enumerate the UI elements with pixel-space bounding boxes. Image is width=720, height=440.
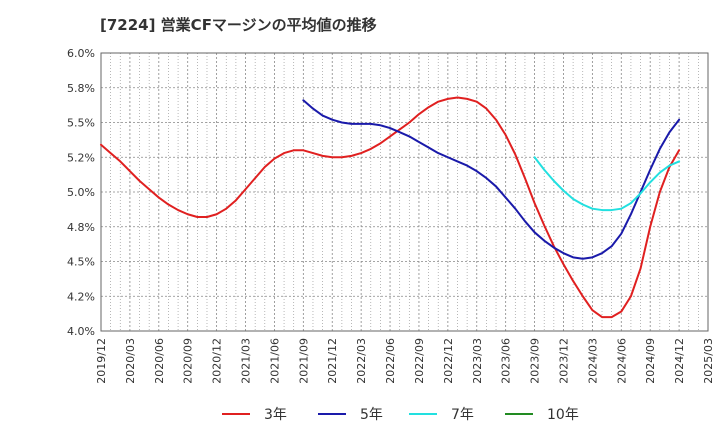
y-tick-label: 4.5% — [67, 256, 95, 269]
x-tick-label: 2023/09 — [529, 338, 542, 384]
x-tick-label: 2022/06 — [384, 338, 397, 384]
x-tick-label: 2019/12 — [95, 338, 108, 384]
plot-frame — [100, 52, 709, 332]
legend-label: 10年 — [547, 407, 579, 423]
y-tick-label: 6.0% — [67, 47, 95, 60]
x-tick-label: 2024/03 — [586, 338, 599, 384]
x-tick-label: 2020/12 — [211, 338, 224, 384]
x-tick-label: 2023/06 — [500, 338, 513, 384]
y-tick-label: 4.8% — [67, 221, 95, 234]
x-tick-label: 2020/06 — [153, 338, 166, 384]
x-tick-label: 2023/03 — [471, 338, 484, 384]
y-tick-label: 4.0% — [67, 325, 95, 338]
series-line-3年 — [100, 96, 681, 319]
x-tick-label: 2022/03 — [355, 338, 368, 384]
y-tick-label: 5.0% — [67, 186, 95, 199]
x-tick-label: 2020/03 — [124, 338, 137, 384]
plot-area — [101, 53, 708, 331]
x-tick-label: 2025/03 — [702, 338, 715, 384]
x-tick-label: 2023/12 — [557, 338, 570, 384]
legend: 3年 5年 7年 10年 — [222, 407, 579, 423]
y-tick-label: 5.2% — [67, 151, 95, 164]
legend-label: 7年 — [451, 407, 474, 423]
axis-layer: 2019/12 2020/03 2020/06 2020/09 2020/12 2021/… — [67, 47, 715, 384]
x-tick-label: 2021/12 — [326, 338, 339, 384]
chart-title: [7224] 営業CFマージンの平均値の推移 — [100, 16, 377, 34]
grid-layer — [100, 52, 709, 332]
x-tick-label: 2022/09 — [413, 338, 426, 384]
series-line-5年 — [302, 99, 681, 260]
y-tick-label: 5.5% — [67, 117, 95, 130]
legend-label: 5年 — [360, 407, 383, 423]
y-tick-label: 4.2% — [67, 290, 95, 303]
x-tick-label: 2020/09 — [182, 338, 195, 384]
x-tick-label: 2022/12 — [442, 338, 455, 384]
x-tick-label: 2024/12 — [673, 338, 686, 384]
series-line-7年 — [533, 156, 681, 212]
x-tick-label: 2024/06 — [615, 338, 628, 384]
x-tick-label: 2021/03 — [240, 338, 253, 384]
series-layer — [100, 96, 681, 319]
legend-label: 3年 — [264, 407, 287, 423]
x-tick-label: 2021/09 — [297, 338, 310, 384]
y-tick-label: 5.8% — [67, 82, 95, 95]
x-tick-label: 2024/09 — [644, 338, 657, 384]
x-tick-label: 2021/06 — [268, 338, 281, 384]
